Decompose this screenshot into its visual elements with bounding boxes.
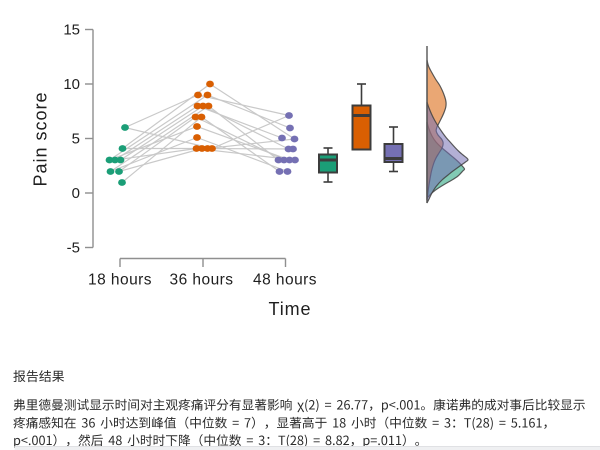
svg-text:-5: -5 bbox=[67, 240, 80, 257]
svg-text:Pain score: Pain score bbox=[31, 91, 51, 186]
svg-text:36 hours: 36 hours bbox=[170, 272, 234, 289]
svg-text:10: 10 bbox=[63, 76, 80, 93]
svg-text:0: 0 bbox=[72, 185, 80, 202]
svg-text:18 hours: 18 hours bbox=[88, 272, 152, 289]
svg-text:15: 15 bbox=[63, 22, 80, 39]
svg-text:5: 5 bbox=[72, 131, 80, 148]
svg-text:Time: Time bbox=[269, 299, 312, 319]
svg-text:48 hours: 48 hours bbox=[253, 272, 317, 289]
